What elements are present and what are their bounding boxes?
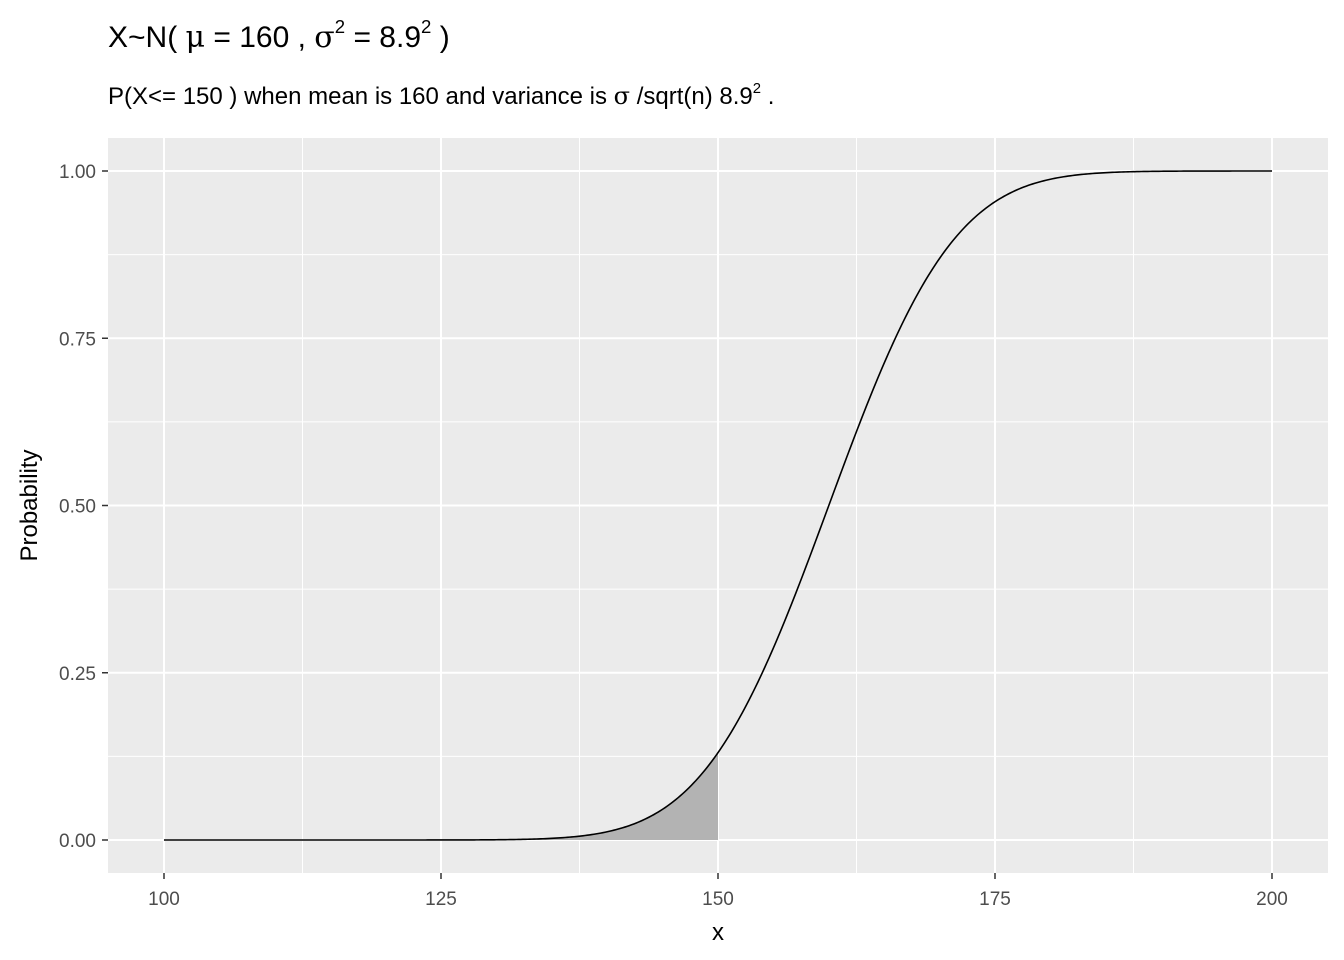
y-tick-label: 0.00 — [59, 831, 96, 852]
x-tick-label: 200 — [1256, 889, 1288, 910]
axis-ticks — [102, 170, 1273, 879]
chart-subtitle: P(X<= 150 ) when mean is 160 and varianc… — [108, 80, 775, 110]
y-tick-label: 1.00 — [59, 162, 96, 183]
y-tick-label: 0.50 — [59, 497, 96, 518]
mu-symbol: μ — [185, 20, 206, 55]
sigma-symbol: σ — [613, 82, 631, 110]
shaded-probability-area — [164, 752, 718, 840]
x-tick-label: 100 — [148, 889, 180, 910]
sigma-symbol: σ — [314, 20, 335, 55]
x-axis-title: x — [712, 919, 724, 946]
y-tick-label: 0.75 — [59, 329, 96, 350]
x-tick-label: 125 — [425, 889, 457, 910]
x-tick-label: 175 — [979, 889, 1011, 910]
y-tick-label: 0.25 — [59, 664, 96, 685]
cdf-curve — [164, 170, 1272, 841]
y-axis-title: Probability — [16, 449, 43, 561]
chart-title: X~N( μ = 160 , σ2 = 8.92 ) — [108, 16, 450, 55]
x-tick-labels: 100 125 150 175 200 — [148, 889, 1288, 910]
x-tick-label: 150 — [702, 889, 734, 910]
y-tick-labels: 0.00 0.25 0.50 0.75 1.00 — [59, 162, 96, 852]
